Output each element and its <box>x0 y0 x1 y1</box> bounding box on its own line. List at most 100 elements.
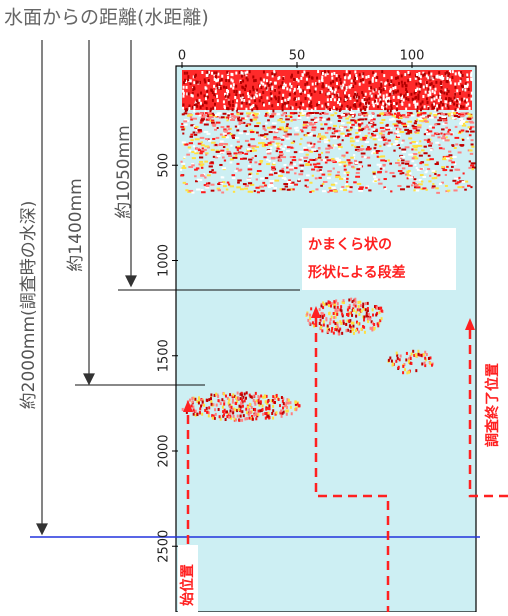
texture <box>196 413 198 416</box>
texture <box>269 184 274 186</box>
texture <box>305 125 308 127</box>
texture <box>338 148 340 150</box>
texture <box>442 103 444 106</box>
texture <box>230 409 232 412</box>
texture <box>338 117 342 119</box>
texture <box>398 366 400 369</box>
texture <box>226 71 228 74</box>
texture <box>357 183 361 185</box>
texture <box>416 73 418 76</box>
texture <box>432 90 434 93</box>
texture <box>364 98 366 101</box>
texture <box>406 133 410 135</box>
texture <box>216 95 218 98</box>
texture <box>318 156 321 158</box>
texture <box>358 127 361 129</box>
texture <box>272 395 274 398</box>
texture <box>221 398 223 401</box>
texture <box>448 151 451 153</box>
texture <box>227 107 229 110</box>
arrowhead <box>126 276 136 286</box>
texture <box>268 414 270 417</box>
texture <box>420 103 422 106</box>
texture <box>392 92 394 95</box>
texture <box>284 102 286 105</box>
texture <box>441 166 445 168</box>
texture <box>379 166 381 168</box>
texture <box>308 145 313 147</box>
texture <box>361 309 363 312</box>
texture <box>429 83 431 86</box>
texture <box>328 86 330 89</box>
texture <box>319 119 321 121</box>
texture <box>306 78 308 81</box>
texture <box>303 71 305 74</box>
texture <box>237 119 242 121</box>
texture <box>252 145 257 147</box>
texture <box>244 399 246 402</box>
texture <box>418 74 420 77</box>
texture <box>432 127 435 129</box>
texture <box>406 186 410 188</box>
texture <box>298 159 301 161</box>
texture <box>466 98 468 101</box>
texture <box>397 90 399 93</box>
texture <box>195 80 197 83</box>
texture <box>327 103 329 106</box>
texture <box>357 301 359 304</box>
texture <box>235 93 237 96</box>
texture <box>247 406 249 409</box>
texture <box>233 90 235 93</box>
x-tick-label: 50 <box>289 49 306 64</box>
texture <box>256 95 258 98</box>
texture <box>380 150 383 152</box>
texture <box>229 393 231 396</box>
texture <box>471 92 473 95</box>
texture <box>246 125 248 127</box>
texture <box>410 93 412 96</box>
texture <box>232 174 236 176</box>
texture <box>215 144 218 146</box>
texture <box>368 165 372 167</box>
texture <box>383 165 386 167</box>
texture <box>273 162 275 164</box>
texture <box>416 167 418 169</box>
texture <box>252 119 257 121</box>
texture <box>279 146 281 148</box>
texture <box>239 71 241 74</box>
texture <box>352 85 354 88</box>
texture <box>227 76 229 79</box>
x-tick-label: 0 <box>178 49 186 64</box>
texture <box>343 299 345 302</box>
texture <box>415 83 417 86</box>
texture <box>447 131 449 133</box>
texture <box>238 405 240 408</box>
texture <box>385 142 389 144</box>
texture <box>220 140 224 142</box>
texture <box>203 94 205 97</box>
texture <box>417 115 420 117</box>
texture <box>407 121 412 123</box>
texture <box>314 112 319 114</box>
texture <box>414 178 417 180</box>
texture <box>314 166 318 168</box>
texture <box>320 305 322 308</box>
texture <box>435 88 437 91</box>
texture <box>312 83 314 86</box>
texture <box>293 98 295 101</box>
texture <box>456 89 458 92</box>
texture <box>356 77 358 80</box>
texture <box>244 188 248 190</box>
texture <box>388 140 391 142</box>
texture <box>231 406 233 409</box>
texture <box>334 328 336 331</box>
texture <box>368 189 371 191</box>
texture <box>341 127 343 129</box>
texture <box>226 117 229 119</box>
texture <box>431 98 433 101</box>
texture <box>451 76 453 79</box>
texture <box>180 174 184 176</box>
texture <box>422 176 426 178</box>
texture <box>256 122 260 124</box>
texture <box>348 299 350 302</box>
